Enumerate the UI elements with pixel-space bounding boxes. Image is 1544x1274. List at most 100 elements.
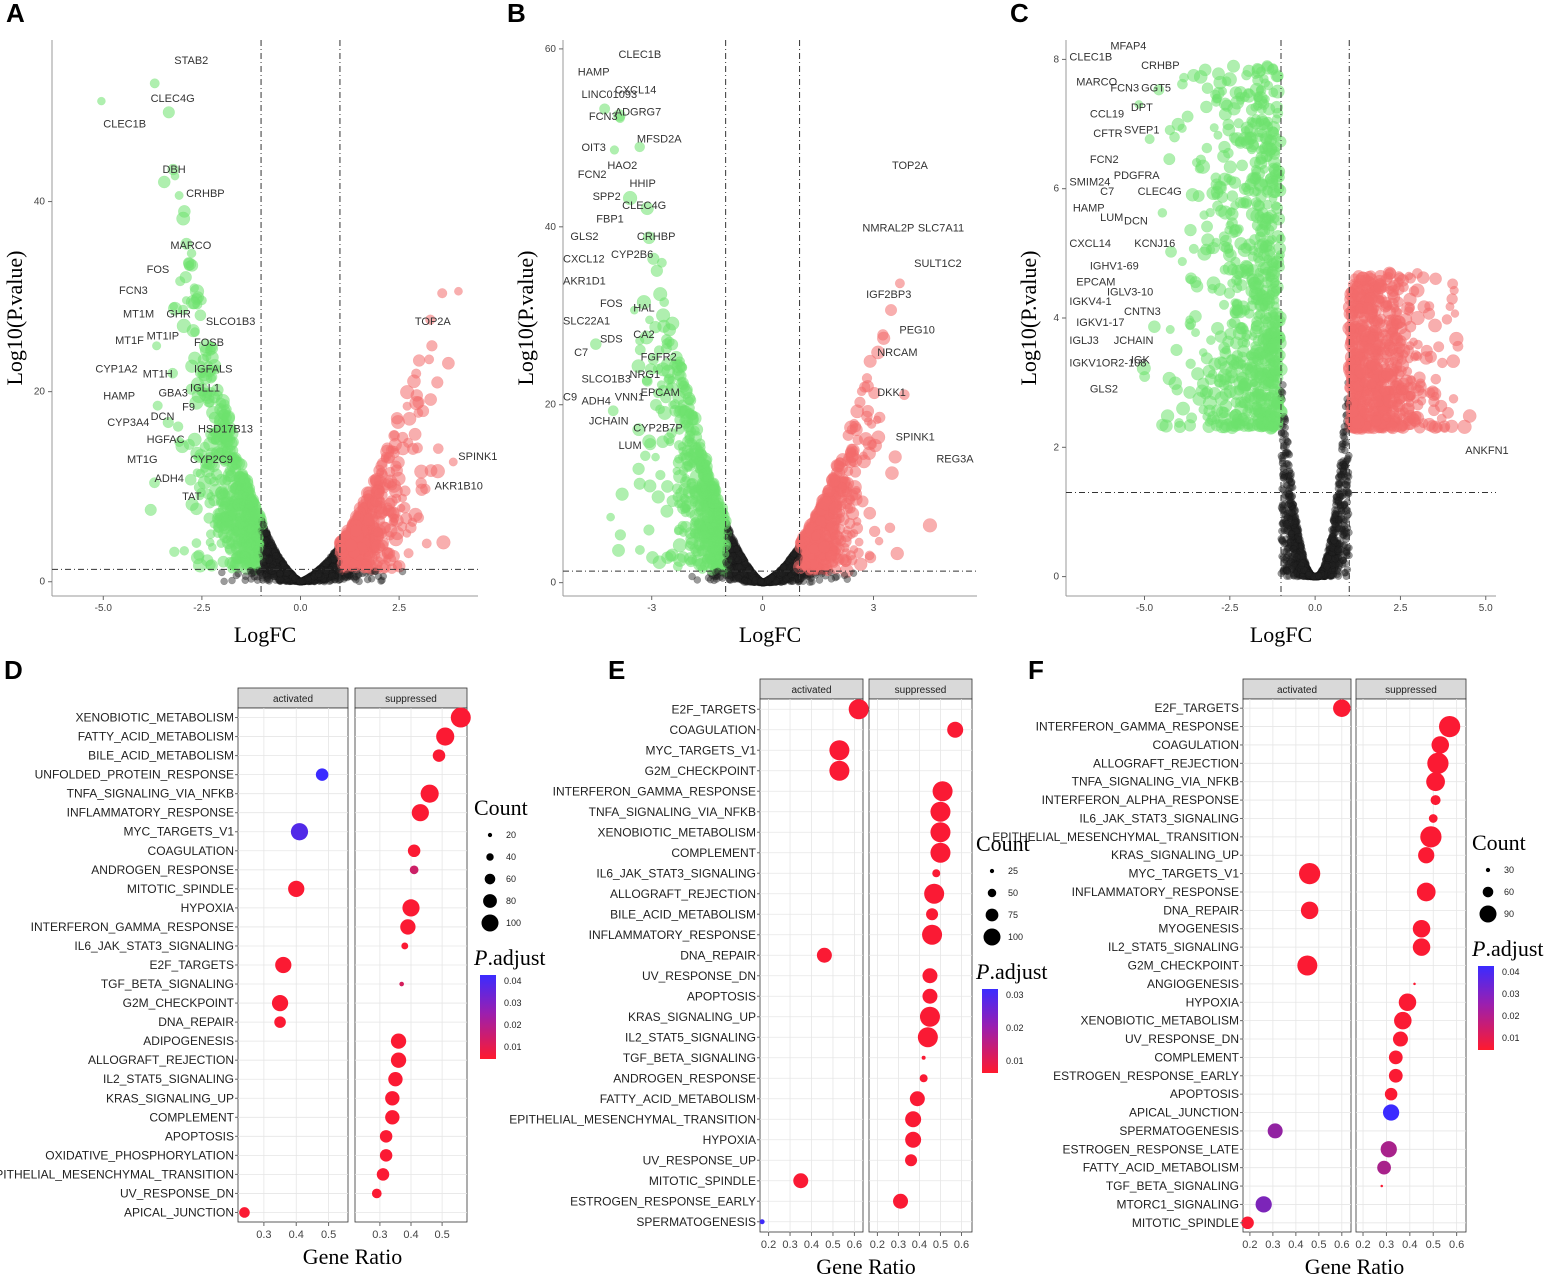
volcano-point <box>190 502 203 516</box>
panel-letter-e: E <box>608 655 625 685</box>
volcano-point <box>218 568 226 577</box>
gene-label: CLEC1B <box>103 118 146 130</box>
volcano-point <box>837 482 847 491</box>
volcano-point <box>268 564 277 572</box>
volcano-point <box>288 573 297 581</box>
volcano-point <box>184 473 197 486</box>
volcano-point <box>694 446 707 458</box>
y-tick-label: 0 <box>550 578 556 589</box>
volcano-point <box>284 572 292 580</box>
volcano-point <box>281 562 289 570</box>
volcano-point <box>432 443 444 455</box>
volcano-point <box>656 308 671 323</box>
volcano-point <box>634 544 645 555</box>
volcano-point <box>205 529 216 539</box>
volcano-point <box>320 568 328 577</box>
volcano-point <box>289 574 298 582</box>
gene-label: MARCO <box>170 240 211 252</box>
charts-layer: -5.0 -2.5 0.0 2.502040STAB2CLEC4GCLEC1BDBHC… <box>0 40 1544 1274</box>
volcano-point <box>412 396 425 409</box>
x-tick-label: 0 <box>760 603 766 614</box>
y-tick-label: 60 <box>545 44 557 55</box>
volcano-point <box>391 414 405 429</box>
volcano-point <box>448 457 458 467</box>
volcano-point <box>234 569 243 578</box>
volcano-point <box>295 577 303 586</box>
volcano-point <box>403 548 414 559</box>
volcano-point <box>318 576 327 585</box>
volcano-point <box>412 354 426 367</box>
volcano-point <box>611 543 626 557</box>
volcano-point <box>321 573 329 582</box>
gene-labels: STAB2CLEC4GCLEC1BDBHCRHBPMARCOFOSFCN3GHR… <box>95 55 497 503</box>
volcano-point <box>313 571 321 580</box>
volcano-point <box>383 504 395 517</box>
x-tick-label: -2.5 <box>193 603 211 614</box>
y-tick-label: 40 <box>545 222 557 233</box>
volcano-point <box>642 434 657 449</box>
volcano-point <box>684 437 698 452</box>
volcano-point <box>97 96 106 106</box>
volcano-point <box>270 550 278 559</box>
volcano-point <box>655 404 665 415</box>
volcano-point <box>344 538 358 553</box>
volcano-point <box>868 525 881 538</box>
volcano-point <box>303 576 312 584</box>
volcano-point <box>336 543 347 554</box>
volcano-point <box>328 572 336 580</box>
volcano-point <box>218 399 230 411</box>
x-tick-label: 0.0 <box>294 603 308 614</box>
volcano-point <box>854 537 864 547</box>
volcano-point <box>336 575 345 583</box>
volcano-point <box>863 506 877 520</box>
volcano-point <box>272 555 281 563</box>
volcano-point <box>289 576 298 585</box>
x-tick-label: -3 <box>647 603 656 614</box>
volcano-point <box>292 574 300 583</box>
volcano-point <box>890 546 904 561</box>
volcano-point <box>267 542 275 550</box>
volcano-point <box>300 577 308 585</box>
volcano-point <box>318 571 326 579</box>
volcano-point <box>322 559 330 568</box>
volcano-point <box>308 573 317 582</box>
volcano-point <box>289 573 298 582</box>
volcano-point <box>220 497 231 508</box>
y-axis-title: Log10(P.value) <box>2 250 27 385</box>
volcano-point <box>424 393 438 406</box>
volcano-point <box>267 557 276 565</box>
volcano-point <box>218 521 232 535</box>
volcano-point <box>299 577 308 585</box>
volcano-point <box>277 574 286 583</box>
volcano-point <box>302 575 310 584</box>
gene-label: MT1G <box>127 454 158 466</box>
volcano-point <box>191 538 202 548</box>
gene-label: MT1M <box>123 309 154 321</box>
volcano-point <box>653 287 668 302</box>
volcano-point <box>325 573 334 582</box>
volcano-point <box>267 538 275 546</box>
volcano-point <box>278 559 287 568</box>
volcano-point <box>267 552 276 561</box>
volcano-point <box>185 295 201 310</box>
volcano-point <box>279 559 288 568</box>
volcano-point <box>152 400 163 411</box>
volcano-point <box>651 452 660 462</box>
volcano-point <box>224 556 237 569</box>
volcano-point <box>276 556 285 564</box>
volcano-point <box>220 577 228 586</box>
volcano-point <box>874 536 884 546</box>
volcano-point <box>144 503 157 516</box>
volcano-point <box>274 554 283 562</box>
volcano-point <box>615 487 629 501</box>
volcano-point <box>301 576 310 584</box>
volcano-point <box>239 473 254 489</box>
volcano-point <box>312 571 320 580</box>
volcano-point <box>183 257 197 271</box>
volcano-point <box>888 450 902 464</box>
volcano-point <box>441 356 455 370</box>
volcano-point <box>292 576 301 584</box>
volcano-point <box>303 575 312 584</box>
gene-label: DBH <box>162 164 185 176</box>
